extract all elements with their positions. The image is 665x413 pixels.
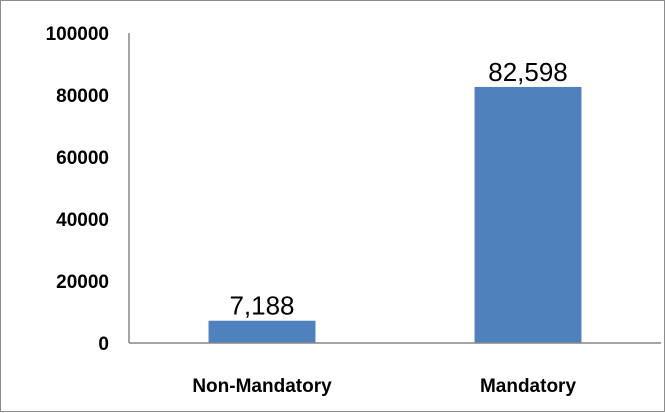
y-tick-label: 80000: [56, 86, 109, 107]
x-axis-labels: Non-Mandatory Mandatory: [192, 376, 576, 397]
y-axis-ticks: 0 20000 40000 60000 80000 100000: [46, 24, 109, 355]
bar-mandatory: [474, 86, 582, 343]
data-labels: 7,188 82,598: [229, 57, 567, 321]
y-tick-label: 20000: [56, 272, 109, 293]
data-label: 82,598: [488, 57, 568, 87]
y-tick-label: 0: [98, 334, 109, 355]
x-tick-label: Non-Mandatory: [192, 376, 332, 397]
y-tick-label: 40000: [56, 210, 109, 231]
bars: [208, 86, 582, 343]
x-tick-label: Mandatory: [480, 376, 577, 397]
y-tick-label: 60000: [56, 148, 109, 169]
bar-non-mandatory: [208, 320, 316, 343]
data-label: 7,188: [229, 291, 294, 321]
y-tick-label: 100000: [46, 24, 109, 45]
